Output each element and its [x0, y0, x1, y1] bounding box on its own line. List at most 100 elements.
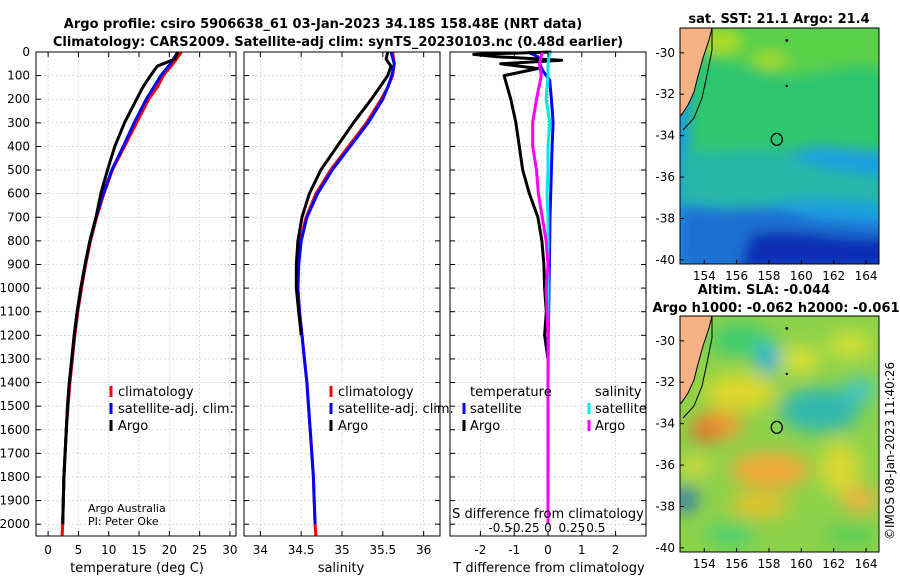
- map-y-tick-label: -40: [655, 541, 675, 555]
- temperature-legend: climatology satellite-adj. clim. Argo: [109, 385, 234, 434]
- difference-legend: temperature satellite Argo salinity sate…: [462, 385, 647, 434]
- map-y-tick-label: -34: [655, 129, 675, 143]
- sla-map-title-line2: Argo h1000: -0.062 h2000: -0.061: [652, 301, 899, 316]
- legend-climatology-label: climatology: [338, 385, 414, 400]
- map-x-tick-label: 158: [758, 269, 781, 283]
- depth-contour: [682, 28, 713, 131]
- y-tick-label: 700: [7, 210, 30, 224]
- map-x-tick-label: 160: [790, 269, 813, 283]
- sla-map-axes: 154 156 158 160 162 164 -30 -32 -34 -36 -38 -40: [655, 327, 878, 571]
- argo-float-marker: [770, 132, 783, 147]
- x-tick-label: 25: [192, 543, 207, 557]
- x-tick-label: 30: [222, 543, 237, 557]
- map-y-tick-label: -34: [655, 417, 675, 431]
- legend-satellite-label: satellite-adj. clim.: [118, 402, 234, 417]
- map-x-tick-label: 162: [822, 269, 845, 283]
- island-marker: [785, 39, 789, 42]
- legend-s-argo-label: Argo: [595, 419, 625, 434]
- figure-title-line1: Argo profile: csiro 5906638_61 03-Jan-20…: [64, 17, 582, 32]
- salinity-xlabel: salinity: [318, 561, 365, 576]
- y-tick-label: 500: [7, 163, 30, 177]
- legend-satellite-label: satellite-adj. clim.: [338, 402, 454, 417]
- x-tick-label: 10: [101, 543, 116, 557]
- legend-salinity-header: salinity: [595, 385, 642, 400]
- x-tick-label: 34.5: [288, 543, 315, 557]
- series-line-argo: [61, 51, 180, 525]
- legend-temperature-header: temperature: [470, 385, 552, 400]
- series-line-argo: [294, 51, 393, 336]
- series-line-t-argo: [472, 50, 563, 360]
- series-line-satellite-adj-clim-: [296, 51, 396, 525]
- y-tick-label: 1300: [0, 352, 30, 366]
- y-tick-label: 1600: [0, 423, 30, 437]
- legend-argo-label: Argo: [338, 419, 368, 434]
- x-tick-label: 20: [162, 543, 177, 557]
- sst-map-axes: 154 156 158 160 162 164 -30 -32 -34 -36 -38 -40: [655, 39, 878, 283]
- y-tick-label: 1100: [0, 305, 30, 319]
- y-tick-label: 1000: [0, 281, 30, 295]
- y-tick-label: 800: [7, 234, 30, 248]
- x-tick-label: 35.5: [369, 543, 396, 557]
- difference-xlabel-top: S difference from climatology: [452, 507, 644, 522]
- y-tick-label: 200: [7, 92, 30, 106]
- sla-field: [680, 324, 878, 547]
- y-tick-label: 100: [7, 69, 30, 83]
- map-y-tick-label: -30: [655, 46, 675, 60]
- y-tick-label: 2000: [0, 517, 30, 531]
- x-tick-label: 1: [578, 543, 586, 557]
- sst-map-frame: [679, 27, 880, 265]
- sst-field: [680, 28, 879, 264]
- x-tick-label: 0: [44, 543, 52, 557]
- axes-frame: [35, 51, 237, 537]
- y-tick-label: 600: [7, 187, 30, 201]
- map-y-tick-label: -32: [655, 375, 675, 389]
- map-x-tick-label: 158: [758, 557, 781, 571]
- land-mass: [680, 316, 713, 405]
- sst-map-title: sat. SST: 21.1 Argo: 21.4: [688, 12, 869, 27]
- map-x-tick-label: 154: [693, 557, 716, 571]
- y-tick-label: 0: [22, 45, 30, 59]
- y-tick-label: 1900: [0, 494, 30, 508]
- s-tick-label: -0.5: [488, 521, 511, 535]
- credit-line2: PI: Peter Oke: [88, 515, 159, 528]
- legend-t-satellite-label: satellite: [470, 402, 522, 417]
- temperature-panel: 0 5 10 15 20 25 300100200300400500600700800900…: [0, 45, 238, 557]
- map-y-tick-label: -38: [655, 211, 675, 225]
- y-tick-label: 1200: [0, 328, 30, 342]
- salinity-legend: climatology satellite-adj. clim. Argo: [329, 385, 454, 434]
- s-tick-label: -0.25: [509, 521, 540, 535]
- map-x-tick-label: 160: [790, 557, 813, 571]
- island-marker: [785, 372, 788, 376]
- s-tick-label: 0: [544, 521, 552, 535]
- x-tick-label: 35: [334, 543, 349, 557]
- legend-argo-label: Argo: [118, 419, 148, 434]
- difference-panel: -2 -1 0 1 2 -0.5-0.25 0 0.25 0.5: [449, 50, 647, 557]
- depth-contour: [682, 316, 713, 419]
- legend-climatology-label: climatology: [118, 385, 194, 400]
- map-y-tick-label: -32: [655, 87, 675, 101]
- map-x-tick-label: 156: [725, 269, 748, 283]
- figure-title-line2: Climatology: CARS2009. Satellite-adj cli…: [53, 35, 623, 50]
- y-tick-label: 1800: [0, 470, 30, 484]
- map-x-tick-label: 156: [725, 557, 748, 571]
- map-x-tick-label: 164: [855, 269, 878, 283]
- map-x-tick-label: 154: [693, 269, 716, 283]
- legend-t-argo-label: Argo: [470, 419, 500, 434]
- argo-float-marker: [770, 420, 783, 435]
- sla-map: Altim. SLA: -0.044 Argo h1000: -0.062 h2…: [652, 283, 899, 571]
- imos-watermark: ©IMOS 08-Jan-2023 11:40:26: [883, 362, 897, 540]
- land-mass: [680, 28, 713, 117]
- y-tick-label: 1400: [0, 376, 30, 390]
- x-tick-label: -1: [508, 543, 520, 557]
- y-tick-label: 1700: [0, 446, 30, 460]
- map-x-tick-label: 162: [822, 557, 845, 571]
- x-tick-label: 2: [612, 543, 620, 557]
- x-tick-label: 15: [131, 543, 146, 557]
- x-tick-label: 5: [75, 543, 83, 557]
- salinity-panel: 34 34.5 35 35.5 36: [243, 51, 441, 557]
- map-y-tick-label: -30: [655, 334, 675, 348]
- map-x-tick-label: 164: [855, 557, 878, 571]
- map-y-tick-label: -40: [655, 253, 675, 267]
- map-y-tick-label: -36: [655, 458, 675, 472]
- credit-line1: Argo Australia: [88, 502, 166, 515]
